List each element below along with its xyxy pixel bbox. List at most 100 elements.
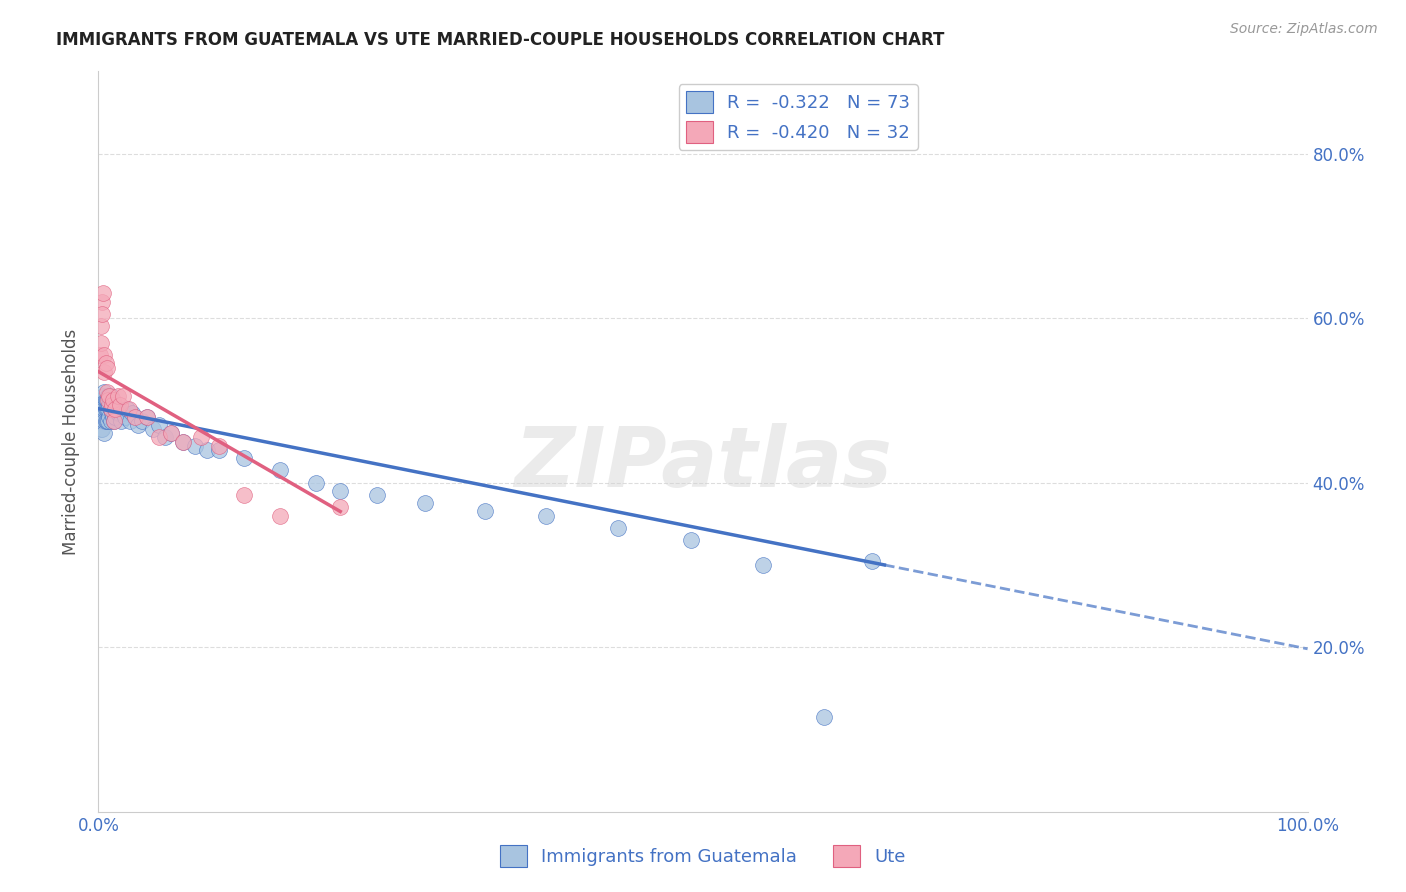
Point	[607, 521, 630, 535]
Point	[94, 393, 117, 408]
Point	[91, 401, 114, 416]
Point	[534, 508, 557, 523]
Point	[124, 409, 146, 424]
Point	[135, 409, 157, 424]
Point	[91, 286, 114, 301]
Text: IMMIGRANTS FROM GUATEMALA VS UTE MARRIED-COUPLE HOUSEHOLDS CORRELATION CHART: IMMIGRANTS FROM GUATEMALA VS UTE MARRIED…	[56, 31, 945, 49]
Point	[232, 488, 254, 502]
Point	[91, 393, 114, 408]
Point	[104, 401, 127, 416]
Point	[105, 401, 128, 416]
Point	[269, 508, 291, 523]
Point	[96, 414, 118, 428]
Point	[474, 504, 496, 518]
Point	[190, 430, 212, 444]
Point	[97, 401, 120, 416]
Point	[91, 409, 114, 424]
Point	[101, 409, 124, 424]
Point	[118, 414, 141, 428]
Point	[94, 356, 117, 370]
Point	[98, 389, 121, 403]
Point	[97, 389, 120, 403]
Point	[110, 414, 132, 428]
Point	[89, 401, 111, 416]
Point	[111, 406, 134, 420]
Point	[172, 434, 194, 449]
Point	[91, 389, 114, 403]
Legend: Immigrants from Guatemala, Ute: Immigrants from Guatemala, Ute	[492, 838, 914, 874]
Point	[91, 422, 114, 436]
Point	[108, 401, 131, 416]
Point	[860, 554, 883, 568]
Y-axis label: Married-couple Households: Married-couple Households	[62, 328, 80, 555]
Point	[103, 414, 125, 428]
Point	[121, 406, 143, 420]
Point	[195, 442, 218, 457]
Point	[135, 409, 157, 424]
Point	[107, 406, 129, 420]
Point	[93, 426, 115, 441]
Point	[172, 434, 194, 449]
Point	[329, 500, 352, 515]
Point	[100, 414, 122, 428]
Point	[160, 426, 183, 441]
Point	[100, 406, 122, 420]
Legend: R =  -0.322   N = 73, R =  -0.420   N = 32: R = -0.322 N = 73, R = -0.420 N = 32	[679, 84, 918, 150]
Point	[93, 414, 115, 428]
Point	[108, 398, 131, 412]
Point	[232, 450, 254, 465]
Point	[91, 294, 114, 309]
Point	[103, 414, 125, 428]
Point	[184, 439, 207, 453]
Point	[96, 360, 118, 375]
Point	[90, 409, 112, 424]
Point	[98, 409, 121, 424]
Point	[97, 414, 120, 428]
Point	[100, 398, 122, 412]
Point	[90, 335, 112, 350]
Point	[96, 393, 118, 408]
Point	[100, 389, 122, 403]
Point	[96, 385, 118, 400]
Point	[124, 409, 146, 424]
Text: Source: ZipAtlas.com: Source: ZipAtlas.com	[1230, 22, 1378, 37]
Point	[100, 393, 122, 408]
Point	[100, 401, 122, 416]
Point	[91, 409, 114, 424]
Point	[103, 401, 125, 416]
Point	[127, 418, 149, 433]
Point	[208, 442, 231, 457]
Point	[329, 483, 352, 498]
Point	[366, 488, 388, 502]
Point	[160, 426, 183, 441]
Point	[148, 418, 170, 433]
Point	[89, 348, 111, 362]
Point	[97, 393, 120, 408]
Point	[90, 422, 112, 436]
Point	[142, 422, 165, 436]
Point	[98, 398, 121, 412]
Point	[93, 401, 115, 416]
Point	[90, 393, 112, 408]
Point	[104, 409, 127, 424]
Point	[114, 409, 136, 424]
Point	[91, 307, 114, 321]
Point	[148, 430, 170, 444]
Point	[111, 389, 134, 403]
Point	[679, 533, 702, 548]
Point	[101, 393, 124, 408]
Point	[752, 558, 775, 572]
Point	[101, 398, 124, 412]
Point	[91, 398, 114, 412]
Point	[104, 401, 127, 416]
Point	[118, 401, 141, 416]
Point	[90, 319, 112, 334]
Point	[107, 389, 129, 403]
Point	[96, 401, 118, 416]
Point	[94, 401, 117, 416]
Point	[108, 406, 131, 420]
Point	[93, 348, 115, 362]
Point	[94, 414, 117, 428]
Point	[269, 463, 291, 477]
Point	[208, 439, 231, 453]
